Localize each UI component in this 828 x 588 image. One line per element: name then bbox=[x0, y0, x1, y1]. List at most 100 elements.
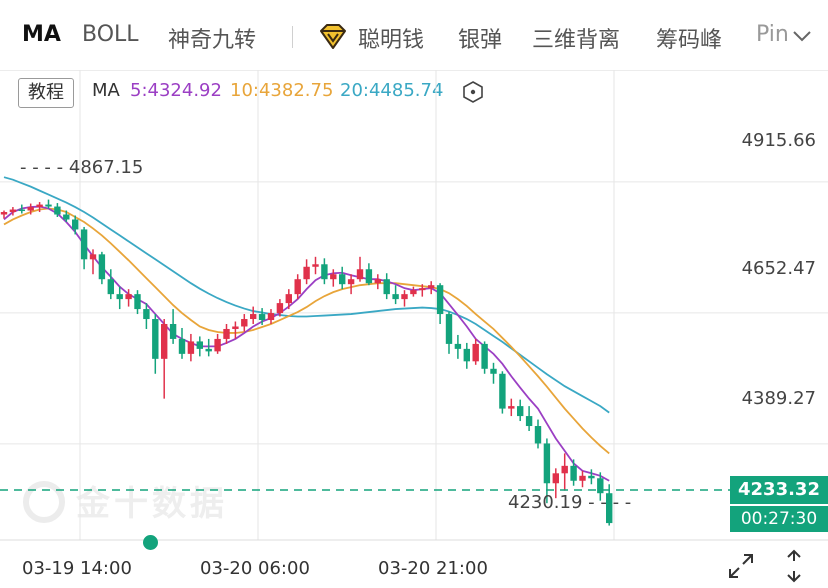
candle-body bbox=[303, 266, 310, 280]
candle-body bbox=[339, 274, 346, 285]
tutorial-button[interactable]: 教程 bbox=[18, 78, 74, 108]
candle bbox=[481, 341, 488, 374]
candle-body bbox=[143, 309, 150, 320]
candle bbox=[98, 251, 106, 285]
ma5-line bbox=[3, 205, 610, 482]
candle-body bbox=[98, 254, 106, 280]
candle bbox=[214, 333, 221, 354]
tab-nine-turn[interactable]: 神奇九转 bbox=[168, 28, 257, 53]
candle-body bbox=[196, 341, 203, 349]
candle bbox=[347, 274, 355, 295]
candle bbox=[89, 249, 97, 275]
candle-body bbox=[214, 338, 221, 352]
candle-body bbox=[543, 443, 551, 484]
candle-body bbox=[552, 473, 559, 484]
candle bbox=[9, 207, 17, 216]
candle bbox=[258, 308, 266, 325]
candle bbox=[543, 438, 551, 504]
candle bbox=[36, 202, 43, 213]
tab-chip-peak[interactable]: 筹码峰 bbox=[656, 28, 723, 53]
candle-body bbox=[347, 279, 355, 285]
candle bbox=[410, 286, 417, 297]
candle-body bbox=[597, 478, 604, 494]
candle-body bbox=[63, 214, 70, 220]
candle bbox=[294, 274, 301, 300]
x-tick-label: 03-19 14:00 bbox=[22, 558, 132, 579]
tab-boll[interactable]: BOLL bbox=[82, 22, 139, 47]
candle-body bbox=[312, 264, 319, 267]
ma5-value: 5:4324.92 bbox=[130, 80, 222, 101]
candle-body bbox=[428, 285, 435, 289]
time-scroll-handle[interactable] bbox=[143, 535, 158, 550]
candle bbox=[45, 199, 52, 209]
candle bbox=[561, 453, 568, 491]
candle-body bbox=[472, 343, 479, 362]
candle bbox=[178, 327, 186, 359]
candle-body bbox=[401, 294, 408, 300]
candle bbox=[356, 256, 364, 282]
tab-silver-bullet[interactable]: 银弹 bbox=[458, 28, 503, 53]
candle-body bbox=[517, 406, 524, 417]
candle bbox=[525, 406, 533, 431]
ma-legend: 教程 MA 5:4324.92 10:4382.75 20:4485.74 bbox=[0, 72, 828, 110]
candle bbox=[161, 319, 168, 399]
candle-body bbox=[321, 264, 328, 280]
candle bbox=[374, 274, 381, 290]
candle-body bbox=[356, 269, 364, 280]
tab-smart-money[interactable]: 聪明钱 bbox=[358, 28, 425, 53]
candle-body bbox=[80, 229, 88, 260]
candle bbox=[463, 342, 470, 369]
ma-legend-label: MA bbox=[92, 80, 120, 101]
candle bbox=[27, 203, 34, 215]
candle bbox=[490, 362, 497, 384]
candle-body bbox=[463, 348, 470, 362]
candle bbox=[472, 338, 479, 365]
candle-body bbox=[187, 341, 195, 354]
candle-body bbox=[276, 303, 284, 314]
candle-body bbox=[267, 313, 275, 321]
candle bbox=[196, 336, 203, 357]
candle bbox=[267, 309, 275, 324]
ma10-line bbox=[3, 207, 610, 455]
candle-body bbox=[223, 328, 230, 339]
candle-body bbox=[241, 319, 248, 327]
candle-body bbox=[294, 279, 301, 295]
high-price-marker: - - - - 4867.15 bbox=[20, 157, 144, 178]
candle-body bbox=[178, 338, 186, 354]
hexagon-settings-icon[interactable] bbox=[462, 81, 484, 103]
candle-body bbox=[205, 348, 212, 352]
high-price-value: 4867.15 bbox=[68, 157, 144, 178]
candle-body bbox=[410, 290, 417, 295]
ma10-value: 10:4382.75 bbox=[230, 80, 334, 101]
candle-body bbox=[9, 209, 17, 213]
candle-body bbox=[490, 368, 497, 374]
candle bbox=[321, 258, 328, 285]
candle-body bbox=[454, 343, 462, 349]
candle-body bbox=[525, 416, 533, 427]
candle-body bbox=[436, 285, 444, 315]
fullscreen-icon[interactable] bbox=[726, 551, 756, 581]
candle-body bbox=[89, 254, 97, 260]
candle bbox=[303, 259, 310, 285]
candle bbox=[125, 289, 132, 307]
chevron-down-icon[interactable] bbox=[790, 26, 814, 46]
ma20-value: 20:4485.74 bbox=[340, 80, 444, 101]
candle bbox=[54, 203, 61, 217]
candle bbox=[0, 210, 8, 219]
candle-body bbox=[445, 314, 453, 344]
candle-body bbox=[588, 475, 595, 479]
candle-body bbox=[161, 324, 168, 359]
tab-pin[interactable]: Pin bbox=[756, 22, 789, 47]
candle-body bbox=[232, 326, 239, 329]
vertical-scale-icon[interactable] bbox=[784, 549, 804, 583]
tab-ma[interactable]: MA bbox=[22, 22, 61, 47]
candle-body bbox=[285, 294, 292, 304]
candle-body bbox=[330, 274, 337, 280]
candle bbox=[187, 333, 195, 362]
low-price-marker: 4230.19 - - - - bbox=[508, 492, 632, 513]
x-tick-label: 03-20 06:00 bbox=[200, 558, 310, 579]
tab-three-divergence[interactable]: 三维背离 bbox=[532, 28, 621, 53]
y-tick-label: 4652.47 bbox=[741, 258, 816, 279]
current-price-badge: 4233.32 bbox=[730, 476, 828, 504]
